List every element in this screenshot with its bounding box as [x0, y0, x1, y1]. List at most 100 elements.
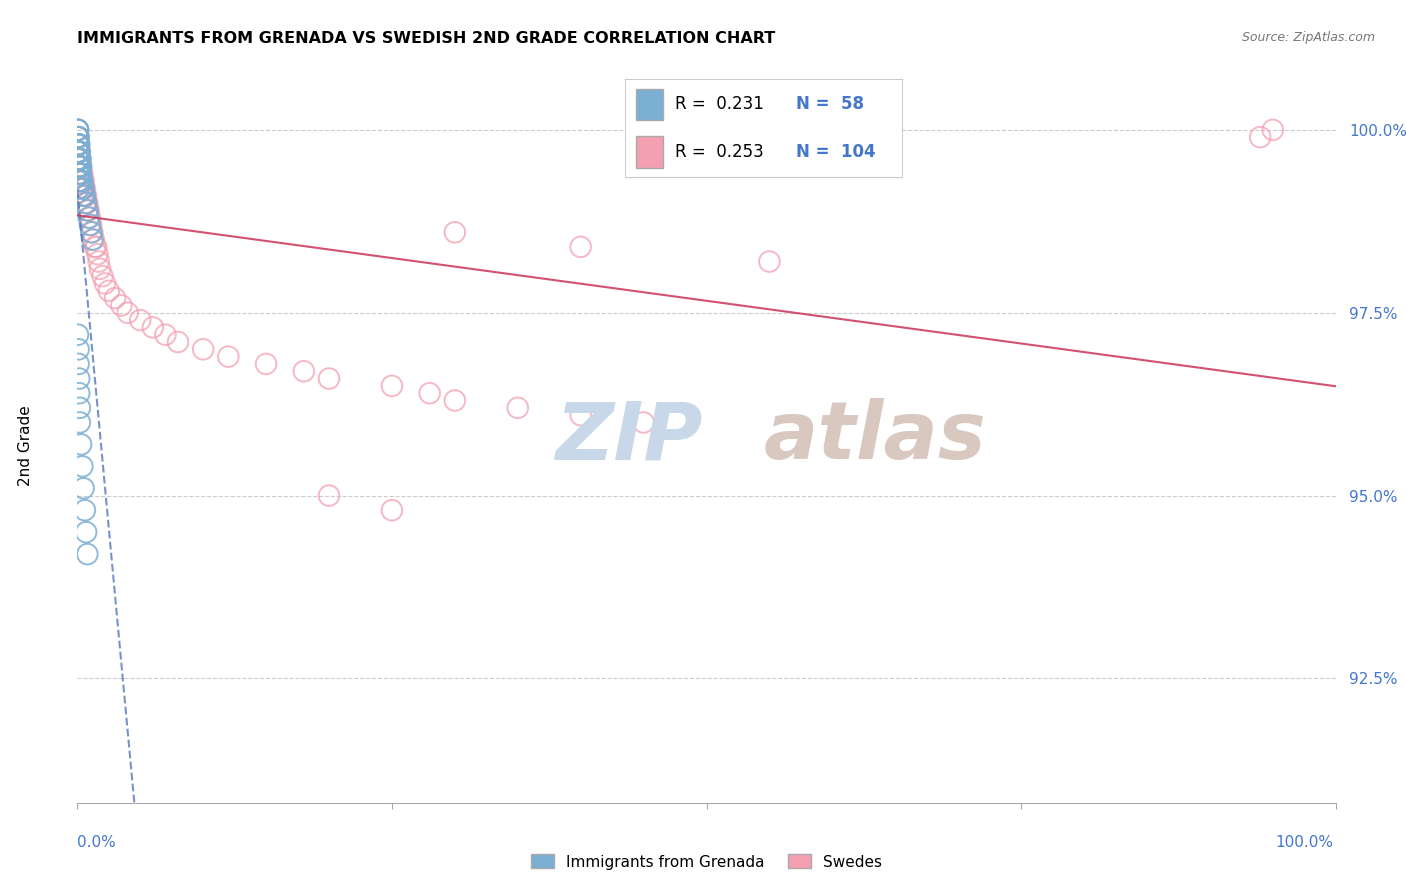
Point: [69, 167, 91, 181]
Point: [66, 152, 89, 166]
Point: [66, 123, 89, 137]
Point: [67, 181, 90, 195]
Point: [80, 218, 103, 232]
Point: [76, 196, 98, 211]
Point: [67, 130, 90, 145]
Point: [89, 261, 111, 276]
Point: [254, 357, 277, 371]
Point: [66, 123, 89, 137]
Point: [67, 174, 90, 188]
Text: atlas: atlas: [763, 398, 986, 476]
Point: [72, 167, 94, 181]
Point: [67, 137, 90, 152]
Point: [69, 160, 91, 174]
Point: [381, 379, 404, 393]
Point: [72, 181, 94, 195]
Point: [70, 160, 93, 174]
Text: 100.0%: 100.0%: [1275, 836, 1333, 850]
Point: [129, 313, 152, 327]
Point: [292, 364, 315, 378]
Point: [419, 386, 441, 401]
Point: [66, 137, 89, 152]
Point: [506, 401, 529, 415]
Point: [72, 188, 94, 202]
Point: [67, 137, 90, 152]
Point: [67, 160, 90, 174]
Point: [66, 123, 89, 137]
Point: [76, 547, 98, 561]
Point: [67, 181, 90, 195]
Point: [67, 137, 90, 152]
Point: [75, 196, 97, 211]
Point: [83, 233, 105, 247]
Point: [191, 343, 215, 357]
Point: [91, 269, 114, 284]
Point: [70, 174, 93, 188]
Point: [66, 130, 89, 145]
Point: [67, 386, 90, 401]
Point: [94, 277, 117, 291]
Point: [69, 152, 91, 166]
Point: [69, 174, 91, 188]
Point: [66, 145, 89, 159]
Point: [1261, 123, 1284, 137]
Point: [66, 137, 89, 152]
Point: [84, 240, 107, 254]
Point: [155, 327, 177, 342]
Point: [69, 160, 91, 174]
Point: [73, 196, 96, 211]
Point: [67, 145, 90, 159]
Point: [67, 145, 90, 159]
Point: [69, 167, 91, 181]
Point: [67, 167, 90, 181]
Point: [72, 188, 94, 202]
Point: [444, 225, 467, 239]
Point: [70, 167, 93, 181]
Point: [69, 145, 91, 159]
Point: [86, 247, 108, 261]
Text: 2nd Grade: 2nd Grade: [18, 406, 32, 486]
Point: [69, 174, 91, 188]
Point: [76, 203, 98, 218]
Point: [69, 167, 91, 181]
Point: [77, 211, 100, 225]
Point: [66, 152, 89, 166]
Point: [67, 167, 90, 181]
Point: [104, 291, 127, 305]
Point: [69, 160, 91, 174]
Point: [318, 489, 340, 503]
Text: ZIP: ZIP: [555, 398, 703, 476]
Point: [67, 167, 90, 181]
Point: [67, 174, 90, 188]
Point: [633, 416, 655, 430]
Point: [67, 152, 90, 166]
Point: [67, 130, 90, 145]
Point: [217, 350, 239, 364]
Point: [72, 181, 94, 195]
Point: [72, 181, 94, 195]
Point: [66, 123, 89, 137]
Point: [67, 137, 90, 152]
Point: [67, 152, 90, 166]
Point: [67, 371, 90, 385]
Point: [73, 181, 96, 195]
Point: [70, 437, 93, 451]
Point: [72, 174, 94, 188]
Point: [72, 481, 94, 495]
Point: [66, 137, 89, 152]
Point: [69, 401, 91, 415]
Point: [82, 233, 104, 247]
Point: [66, 130, 89, 145]
Point: [67, 160, 90, 174]
Point: [569, 408, 592, 422]
Point: [569, 240, 592, 254]
Point: [110, 298, 132, 312]
Point: [70, 160, 93, 174]
Point: [117, 306, 139, 320]
Point: [69, 416, 91, 430]
Point: [70, 167, 93, 181]
Point: [73, 503, 96, 517]
Point: [79, 211, 101, 225]
Point: [73, 188, 96, 202]
Point: [72, 188, 94, 202]
